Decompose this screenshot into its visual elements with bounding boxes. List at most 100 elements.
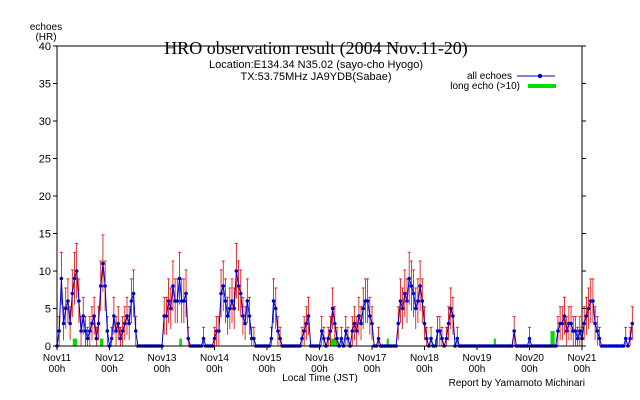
x-tick-sublabel: 00h [154,364,171,375]
x-tick-label: Nov18 [410,353,439,364]
x-tick-label: Nov19 [463,353,492,364]
data-point [578,329,582,333]
y-tick-label: 25 [39,154,51,166]
y-tick-label: 0 [45,341,51,353]
data-point [125,314,129,318]
legend-marker-all-echoes [537,73,543,79]
data-point [127,321,131,326]
data-point [623,336,628,341]
data-point [114,329,118,333]
data-point [595,329,600,333]
series-all-echoes [56,263,633,348]
data-point [88,329,92,333]
x-tick-label: Nov15 [253,353,282,364]
data-point [527,336,532,341]
data-point [116,321,121,326]
data-point [70,291,75,296]
data-point [564,329,569,333]
x-tick-label: Nov11 [43,353,72,364]
data-point [630,321,635,326]
data-point [628,336,632,341]
x-tick-sublabel: 00h [521,364,538,375]
legend-label-long-echo: long echo (>10) [450,81,520,92]
x-tick-sublabel: 00h [101,364,118,375]
data-point [365,299,370,303]
data-point [98,284,103,288]
data-point [584,314,589,318]
data-point [451,314,455,318]
x-tick-sublabel: 00h [416,364,433,375]
data-point [252,336,256,341]
data-point [354,329,359,333]
data-point [573,329,578,333]
x-axis: Nov1100hNov1200hNov1300hNov1400hNov1500h… [43,346,597,375]
credit-text: Report by Yamamoto Michinari [449,378,585,389]
data-point [271,299,276,303]
data-point [223,299,228,303]
long-echo-bar [550,331,555,346]
chart-subtitle-line-1: Location:E134.34 N35.02 (sayo-cho Hyogo) [209,59,423,71]
data-point [276,329,280,333]
data-point [182,299,186,303]
data-point [201,336,206,341]
y-tick-label: 15 [39,229,51,241]
data-point [230,299,234,303]
long-echo-bar [330,338,338,346]
data-point [92,314,96,318]
data-point [440,336,444,341]
x-tick-label: Nov21 [568,353,597,364]
data-point [438,329,442,333]
data-point [396,321,401,326]
data-point [129,299,134,303]
data-point [429,336,433,341]
data-point [300,336,304,341]
data-point [586,306,591,311]
x-tick-sublabel: 00h [469,364,486,375]
data-point [171,284,175,288]
data-point [343,329,348,333]
data-point [166,299,171,303]
data-point [352,321,357,326]
data-point [398,299,403,303]
x-tick-label: Nov13 [148,353,177,364]
x-tick-sublabel: 00h [259,364,276,375]
data-point [569,321,573,326]
chart-title: HRO observation result (2004 Nov.11-20) [164,38,468,59]
x-tick-sublabel: 00h [206,364,223,375]
long-echo-bar [179,338,182,346]
data-point [225,314,230,318]
data-point [236,284,241,288]
data-point [278,336,282,341]
data-point [512,329,516,333]
data-point [330,306,335,311]
data-point [333,321,337,326]
data-point [319,329,324,333]
data-point [560,321,565,326]
data-point [74,269,79,273]
data-point [597,336,602,341]
x-tick-sublabel: 00h [364,364,381,375]
data-point [212,336,217,341]
data-point [420,299,425,303]
data-point [164,314,169,318]
series-line [56,263,633,348]
y-tick-label: 40 [39,41,51,53]
data-point [109,336,114,341]
data-point [413,306,418,311]
data-point [85,336,90,341]
data-point [81,314,86,318]
chart-subtitle-line-2: TX:53.75MHz JA9YDB(Sabae) [240,71,391,83]
data-point [131,291,136,296]
data-point [416,299,420,303]
data-point [370,321,374,326]
data-point [120,329,125,333]
data-point [133,329,138,333]
data-point [177,276,182,281]
data-point [407,276,411,281]
data-point [217,329,221,333]
data-point [228,306,232,311]
data-point [72,276,77,281]
data-point [582,321,586,326]
legend: all echoes long echo (>10) [450,71,556,92]
data-point [105,329,110,333]
